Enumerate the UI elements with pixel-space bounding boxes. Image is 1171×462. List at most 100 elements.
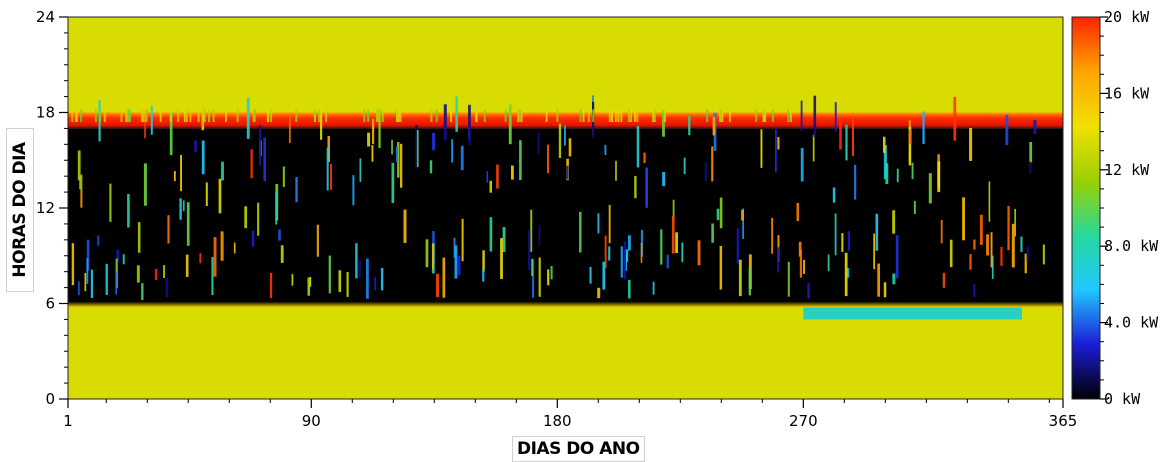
load-spike (771, 217, 774, 254)
band-noise (120, 109, 123, 122)
band-noise (363, 109, 366, 122)
load-spike (942, 272, 946, 288)
colorbar-tick-label: 0 kW (1104, 390, 1141, 408)
load-spike (672, 199, 675, 221)
band-noise (127, 109, 130, 122)
load-spike (738, 259, 742, 297)
load-spike (282, 166, 285, 187)
band-noise (295, 109, 298, 122)
load-spike (1020, 236, 1023, 252)
band-noise (169, 109, 172, 122)
load-spike (443, 104, 447, 141)
load-spike (883, 136, 886, 153)
load-spike (374, 276, 377, 291)
load-spike (482, 250, 485, 273)
load-spike (662, 109, 665, 137)
load-spike (675, 232, 678, 253)
load-spike (330, 164, 333, 190)
load-spike (486, 171, 489, 183)
load-spike (922, 111, 925, 145)
x-tick-label: 270 (789, 412, 818, 430)
load-spike (940, 219, 943, 244)
band-noise (620, 109, 623, 122)
load-spike (186, 202, 190, 246)
load-spike (547, 144, 550, 174)
band-noise (719, 109, 722, 122)
load-spike (990, 232, 993, 268)
load-spike (496, 164, 499, 189)
band-noise (103, 109, 106, 122)
load-spike (457, 255, 461, 275)
load-spike (127, 194, 130, 228)
load-spike (109, 183, 112, 222)
load-spike (403, 209, 407, 243)
load-spike (1011, 223, 1015, 268)
band-noise (608, 109, 611, 122)
load-spike (163, 265, 165, 278)
load-spike (800, 148, 804, 182)
band-noise (663, 109, 666, 122)
load-spike (845, 124, 848, 161)
load-spike (372, 119, 375, 145)
load-spike (252, 230, 255, 247)
load-spike (1024, 253, 1027, 274)
load-spike (213, 237, 217, 277)
load-spike (77, 281, 80, 296)
band-noise (197, 109, 200, 122)
load-spike (800, 100, 803, 131)
heatmap-marks (71, 95, 1045, 300)
load-spike (666, 254, 669, 269)
load-spike (602, 261, 606, 290)
band-noise (728, 109, 731, 122)
band-noise (579, 109, 582, 122)
load-spike (201, 106, 205, 131)
load-spike (813, 95, 817, 137)
load-spike (378, 109, 381, 149)
load-spike (742, 208, 744, 239)
band-noise (787, 109, 790, 122)
band-noise (611, 109, 614, 122)
load-spike (834, 102, 837, 132)
band-noise (236, 109, 239, 122)
band-noise (430, 109, 433, 122)
load-spike (1014, 208, 1016, 237)
band-noise (71, 109, 74, 122)
load-spike (263, 137, 266, 182)
load-spike (716, 208, 720, 221)
x-axis-title: DIAS DO ANO (512, 436, 645, 462)
heatmap-region-3 (68, 17, 1063, 113)
load-spike (320, 101, 323, 140)
load-spike (640, 242, 643, 263)
load-spike (400, 143, 403, 188)
heatmap-plot-area (68, 17, 1063, 399)
load-spike (803, 259, 805, 274)
band-noise (183, 109, 186, 122)
load-spike (511, 165, 514, 180)
load-spike (844, 252, 848, 297)
load-spike (979, 214, 983, 245)
load-spike (346, 272, 349, 297)
band-noise (376, 109, 378, 122)
band-noise (556, 109, 559, 122)
load-spike (719, 246, 723, 290)
load-spike (80, 174, 83, 208)
band-noise (587, 109, 590, 122)
load-spike (909, 129, 912, 145)
load-spike (1029, 161, 1032, 174)
load-spike (500, 238, 503, 279)
load-spike (150, 105, 153, 135)
x-tick-label: 1 (63, 412, 73, 430)
load-spike (371, 145, 374, 162)
load-spike (589, 266, 592, 284)
load-spike (748, 267, 751, 296)
load-spike (461, 218, 464, 262)
load-spike (969, 127, 973, 161)
y-tick-label: 24 (36, 8, 55, 26)
load-spike (244, 206, 248, 229)
load-spike (173, 171, 176, 182)
load-spike (1005, 115, 1009, 146)
load-spike (532, 259, 535, 298)
band-noise (614, 109, 617, 122)
load-spike (442, 257, 446, 298)
load-spike (566, 165, 569, 180)
